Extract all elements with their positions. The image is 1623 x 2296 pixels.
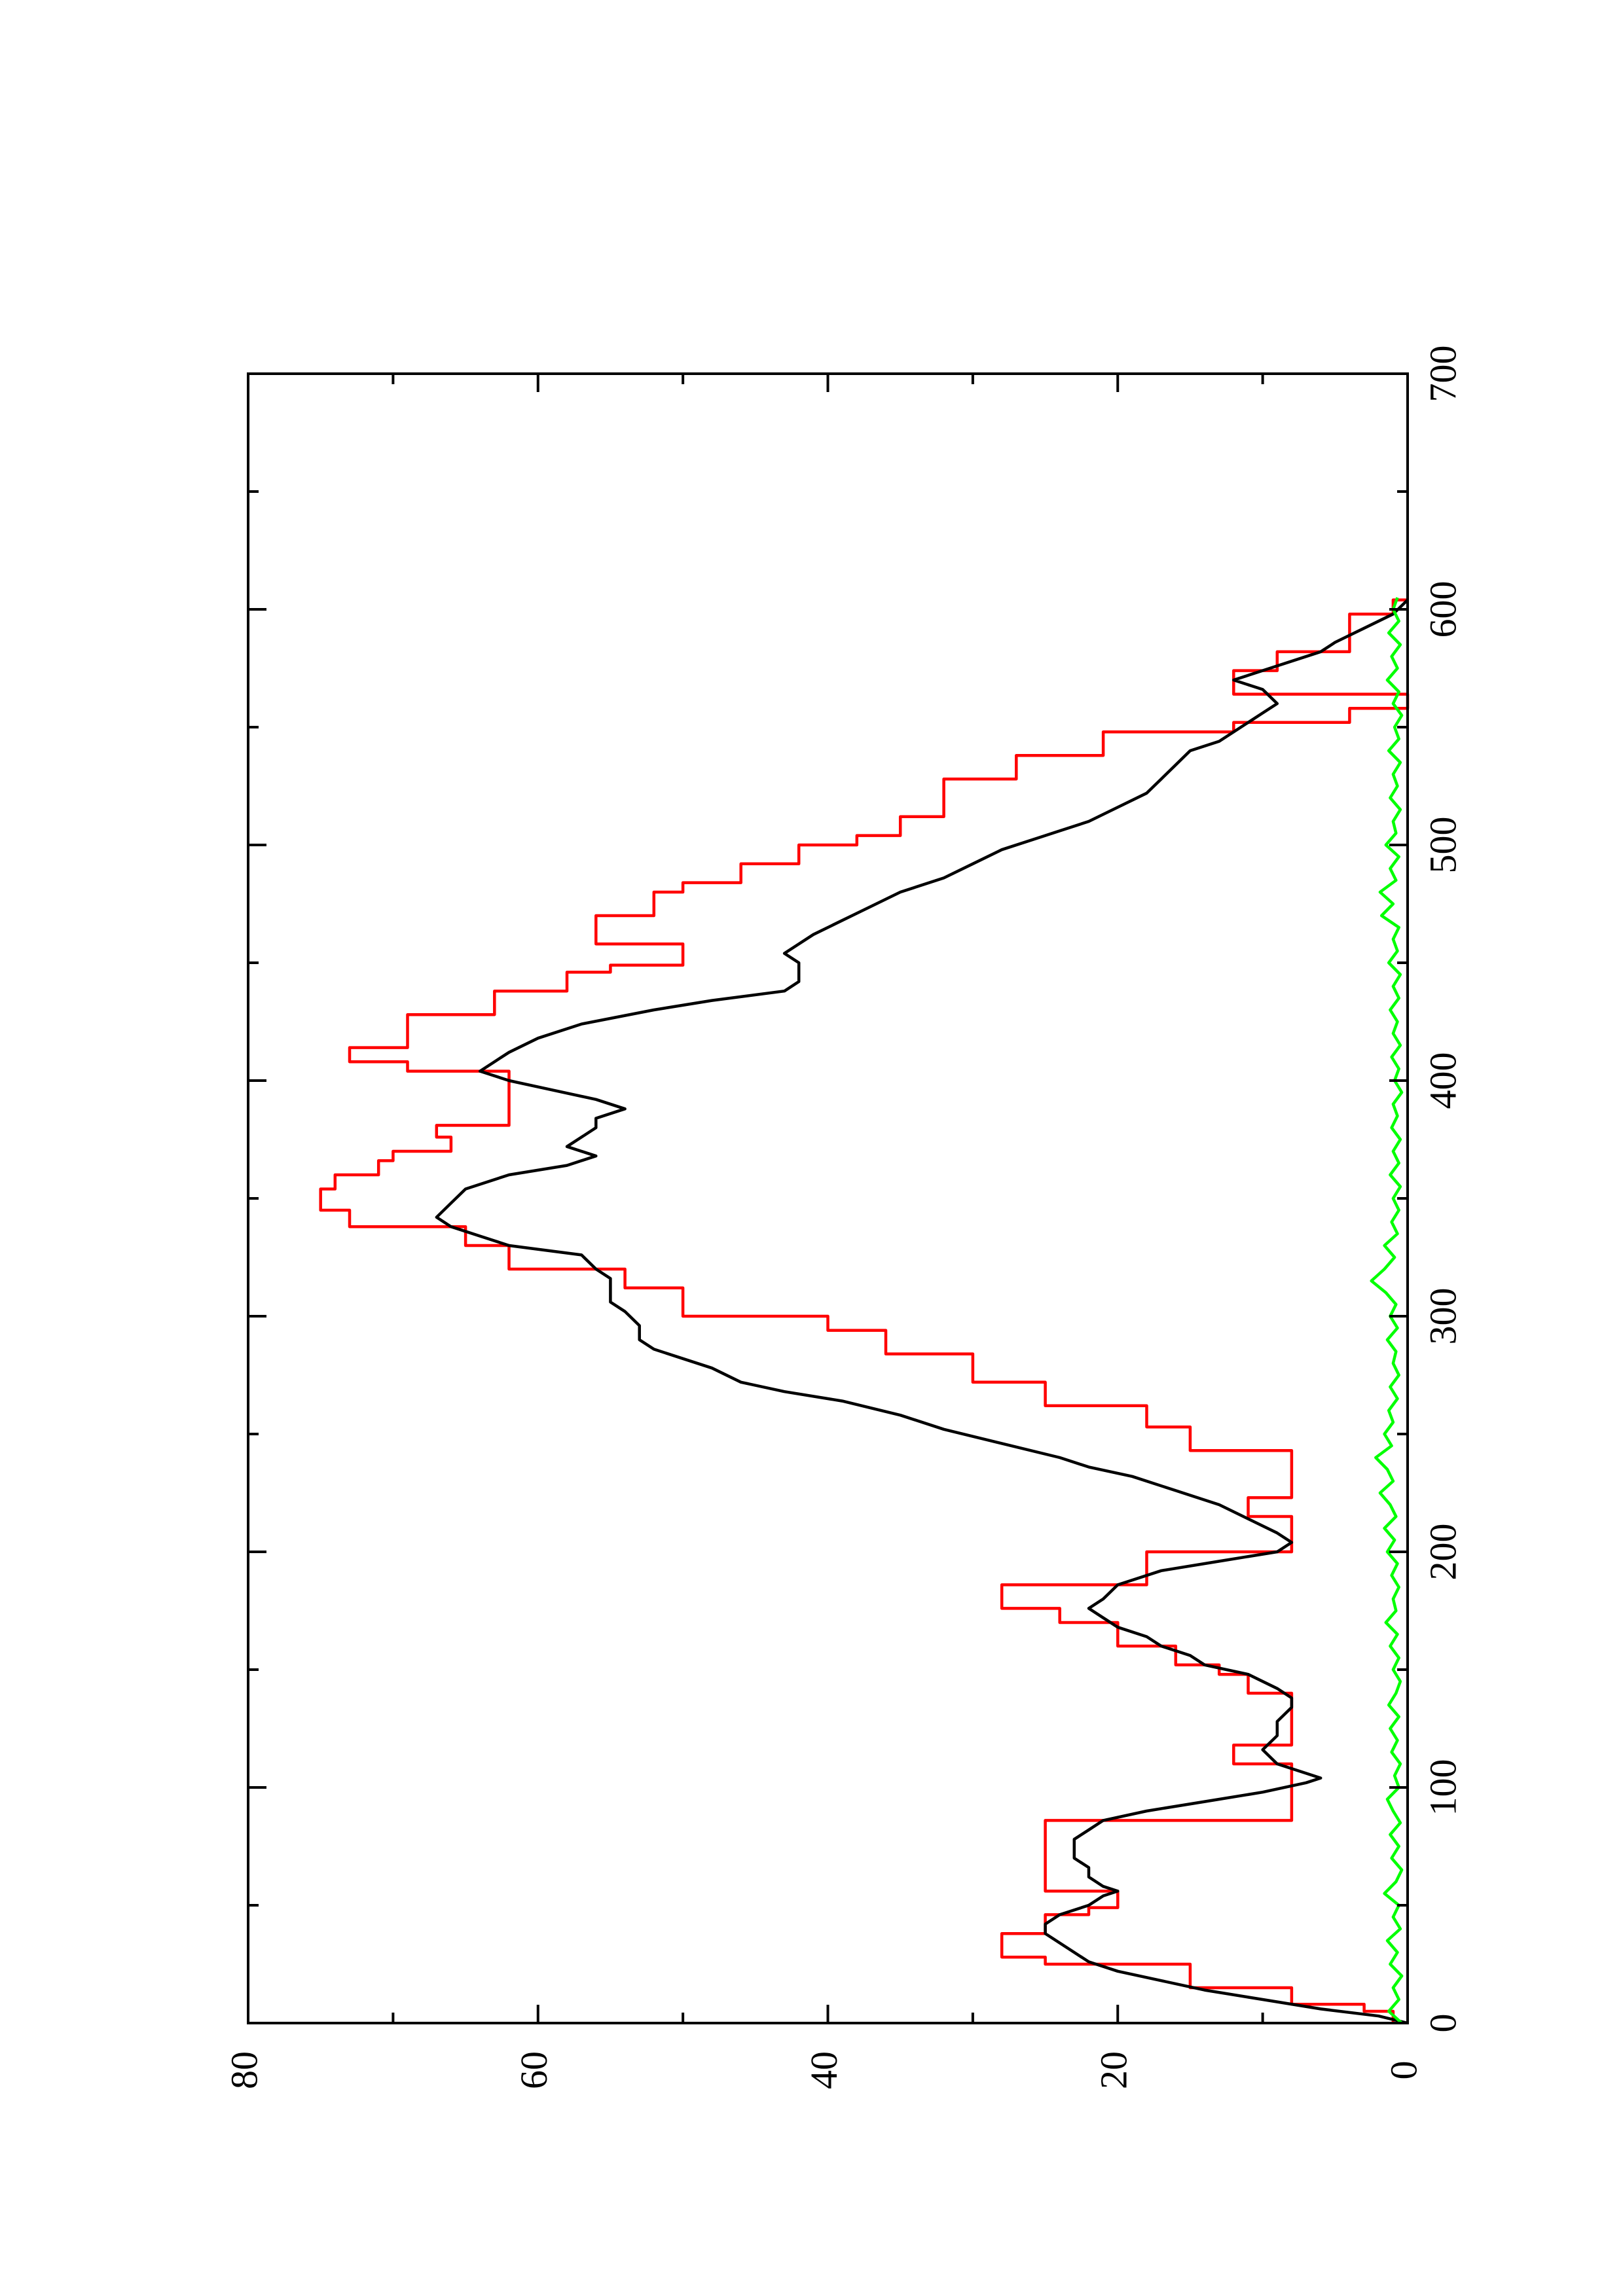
- series-line-2: [435, 598, 1409, 2025]
- series-line-3: [1370, 597, 1404, 2024]
- x-tick-label: 300: [1421, 1288, 1464, 1345]
- y-tick-label: 60: [513, 2051, 555, 2089]
- x-tick-label: 200: [1421, 1524, 1464, 1581]
- x-tick-label: 400: [1421, 1052, 1464, 1109]
- x-tick-label: 600: [1421, 581, 1464, 638]
- labels-layer: 0 100 200 300 400 500 600 700 0 20 40 60 80: [223, 346, 1464, 2090]
- x-tick-label: 100: [1421, 1759, 1464, 1816]
- y-tick-label: 0: [1382, 2061, 1425, 2080]
- x-tick-label: 700: [1421, 346, 1464, 403]
- plot-frame: [247, 372, 1409, 2024]
- x-tick-label: 500: [1421, 817, 1464, 874]
- ticks-layer: [247, 372, 1409, 2024]
- x-tick-label: 0: [1421, 2014, 1464, 2033]
- series-line-1: [319, 598, 1410, 2023]
- y-tick-label: 80: [223, 2051, 265, 2089]
- y-tick-label: 20: [1093, 2051, 1135, 2089]
- series-layer: [319, 597, 1410, 2025]
- y-tick-label: 40: [803, 2051, 845, 2089]
